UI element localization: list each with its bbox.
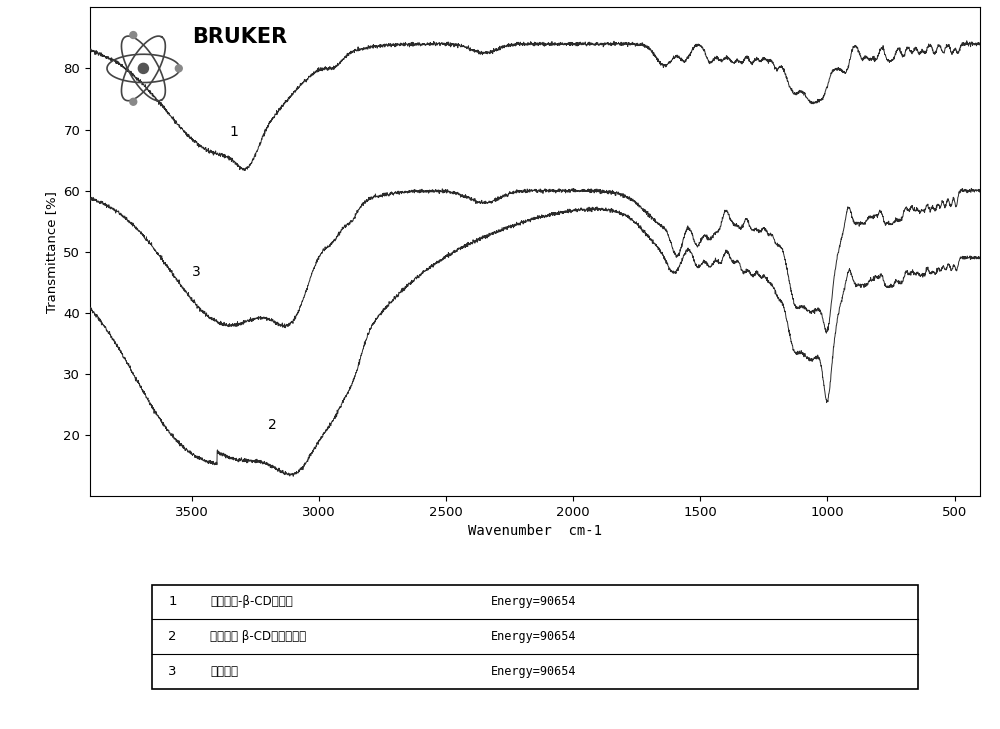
Text: 3: 3 (168, 666, 177, 678)
Text: 异吉草素 β-CD物理混合物: 异吉草素 β-CD物理混合物 (210, 631, 306, 644)
Text: 1: 1 (230, 125, 239, 139)
Y-axis label: Transmittance [%]: Transmittance [%] (45, 191, 58, 313)
Text: BRUKER: BRUKER (192, 27, 287, 47)
X-axis label: Wavenumber  cm-1: Wavenumber cm-1 (468, 524, 602, 539)
Text: 3: 3 (192, 265, 200, 279)
Text: Energy=90654: Energy=90654 (490, 631, 576, 644)
Text: 异吉草素-β-CD包合物: 异吉草素-β-CD包合物 (210, 596, 293, 609)
Text: 2: 2 (168, 631, 177, 644)
Text: 2: 2 (268, 418, 277, 432)
Text: 1: 1 (168, 596, 177, 609)
Text: Energy=90654: Energy=90654 (490, 666, 576, 678)
Text: Energy=90654: Energy=90654 (490, 596, 576, 609)
Text: 异吉草素: 异吉草素 (210, 666, 238, 678)
Bar (152, 585, 918, 690)
